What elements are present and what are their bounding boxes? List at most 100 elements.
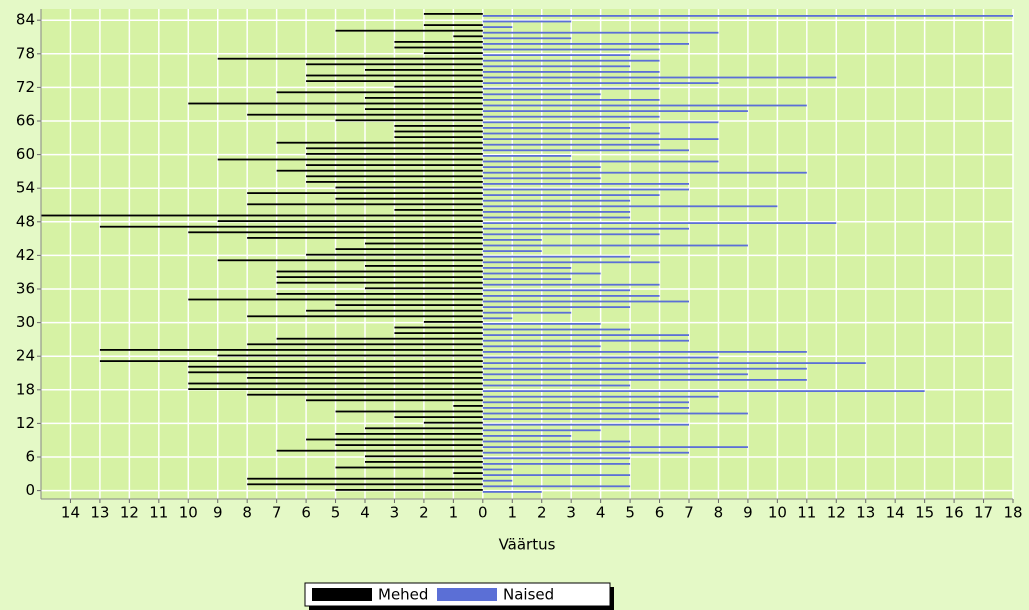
bar — [247, 203, 483, 206]
y-tick-label: 48 — [16, 212, 35, 230]
bar — [482, 160, 719, 163]
bar — [482, 362, 866, 364]
x-tick-label: 7 — [272, 504, 282, 522]
y-tick-label: 6 — [25, 448, 35, 466]
bar — [482, 48, 660, 51]
bar — [365, 242, 483, 245]
bar — [482, 474, 631, 476]
y-tick-label: 78 — [16, 44, 35, 62]
bar — [482, 283, 660, 286]
bar — [482, 317, 513, 320]
bar — [423, 421, 483, 424]
bar — [482, 423, 689, 426]
bar — [188, 388, 483, 390]
bar — [482, 367, 807, 370]
bar — [482, 384, 631, 387]
bar — [247, 483, 483, 486]
bar — [482, 216, 631, 219]
x-tick-label: 11 — [797, 504, 816, 522]
bar — [482, 132, 660, 135]
bar — [482, 323, 601, 325]
bar — [482, 278, 572, 280]
bar — [423, 24, 483, 26]
bar — [482, 491, 542, 493]
x-tick-label: 16 — [945, 504, 964, 522]
bar — [247, 237, 483, 239]
bar — [482, 295, 660, 297]
x-tick-label: 7 — [684, 504, 694, 522]
bar — [306, 63, 483, 66]
bar — [482, 15, 1013, 17]
bar — [482, 255, 631, 258]
bar — [365, 461, 483, 463]
bar — [482, 59, 660, 62]
bar — [482, 138, 719, 140]
x-tick-label: 1 — [507, 504, 517, 522]
bar — [482, 43, 689, 45]
bar — [482, 379, 807, 381]
bar — [482, 289, 631, 292]
x-tick-label: 10 — [179, 504, 198, 522]
x-tick-label: 11 — [149, 504, 168, 522]
bar — [335, 444, 483, 446]
bar — [482, 373, 748, 376]
bar — [482, 127, 631, 129]
bar — [482, 300, 689, 303]
bar — [335, 29, 483, 32]
bar — [482, 188, 689, 191]
y-tick-label: 12 — [16, 414, 35, 432]
bar — [482, 440, 631, 443]
bar — [482, 244, 748, 247]
bar — [365, 427, 483, 430]
bar — [482, 451, 689, 454]
bar — [482, 87, 660, 90]
bar — [423, 13, 483, 15]
x-tick-label: 18 — [1003, 504, 1022, 522]
bar — [99, 225, 483, 228]
bar — [335, 304, 483, 306]
bar — [247, 192, 483, 194]
bar — [335, 186, 483, 189]
bar — [394, 416, 483, 418]
bar — [482, 479, 513, 482]
bar — [306, 438, 483, 441]
bar — [306, 309, 483, 312]
bar — [482, 233, 660, 236]
y-tick-label: 72 — [16, 78, 35, 96]
x-tick-label: 2 — [537, 504, 547, 522]
bar — [482, 457, 631, 460]
bar — [365, 69, 483, 71]
legend-swatch — [312, 588, 372, 601]
bar — [335, 119, 483, 122]
legend-label: Naised — [503, 586, 554, 604]
bar — [482, 171, 807, 174]
x-tick-label: 10 — [768, 504, 787, 522]
bar — [482, 143, 660, 146]
bar — [482, 267, 572, 269]
bar — [482, 121, 719, 124]
bar — [482, 26, 513, 28]
x-tick-label: 8 — [242, 504, 252, 522]
bar — [482, 149, 689, 152]
bar — [99, 360, 483, 362]
x-tick-label: 5 — [625, 504, 635, 522]
bar — [306, 253, 483, 256]
bar — [394, 41, 483, 43]
bar — [99, 349, 483, 351]
x-tick-label: 8 — [714, 504, 724, 522]
bar — [482, 390, 925, 392]
y-tick-label: 36 — [16, 280, 35, 298]
bar — [482, 446, 748, 448]
bar — [276, 276, 483, 278]
y-tick-label: 54 — [16, 179, 35, 197]
y-tick-label: 66 — [16, 112, 35, 130]
bar — [482, 311, 572, 314]
y-tick-label: 30 — [16, 313, 35, 331]
x-tick-label: 1 — [449, 504, 459, 522]
bar — [365, 97, 483, 99]
bar — [335, 433, 483, 435]
x-tick-label: 12 — [120, 504, 139, 522]
bar — [482, 183, 689, 185]
bar — [335, 197, 483, 200]
x-tick-label: 14 — [61, 504, 80, 522]
